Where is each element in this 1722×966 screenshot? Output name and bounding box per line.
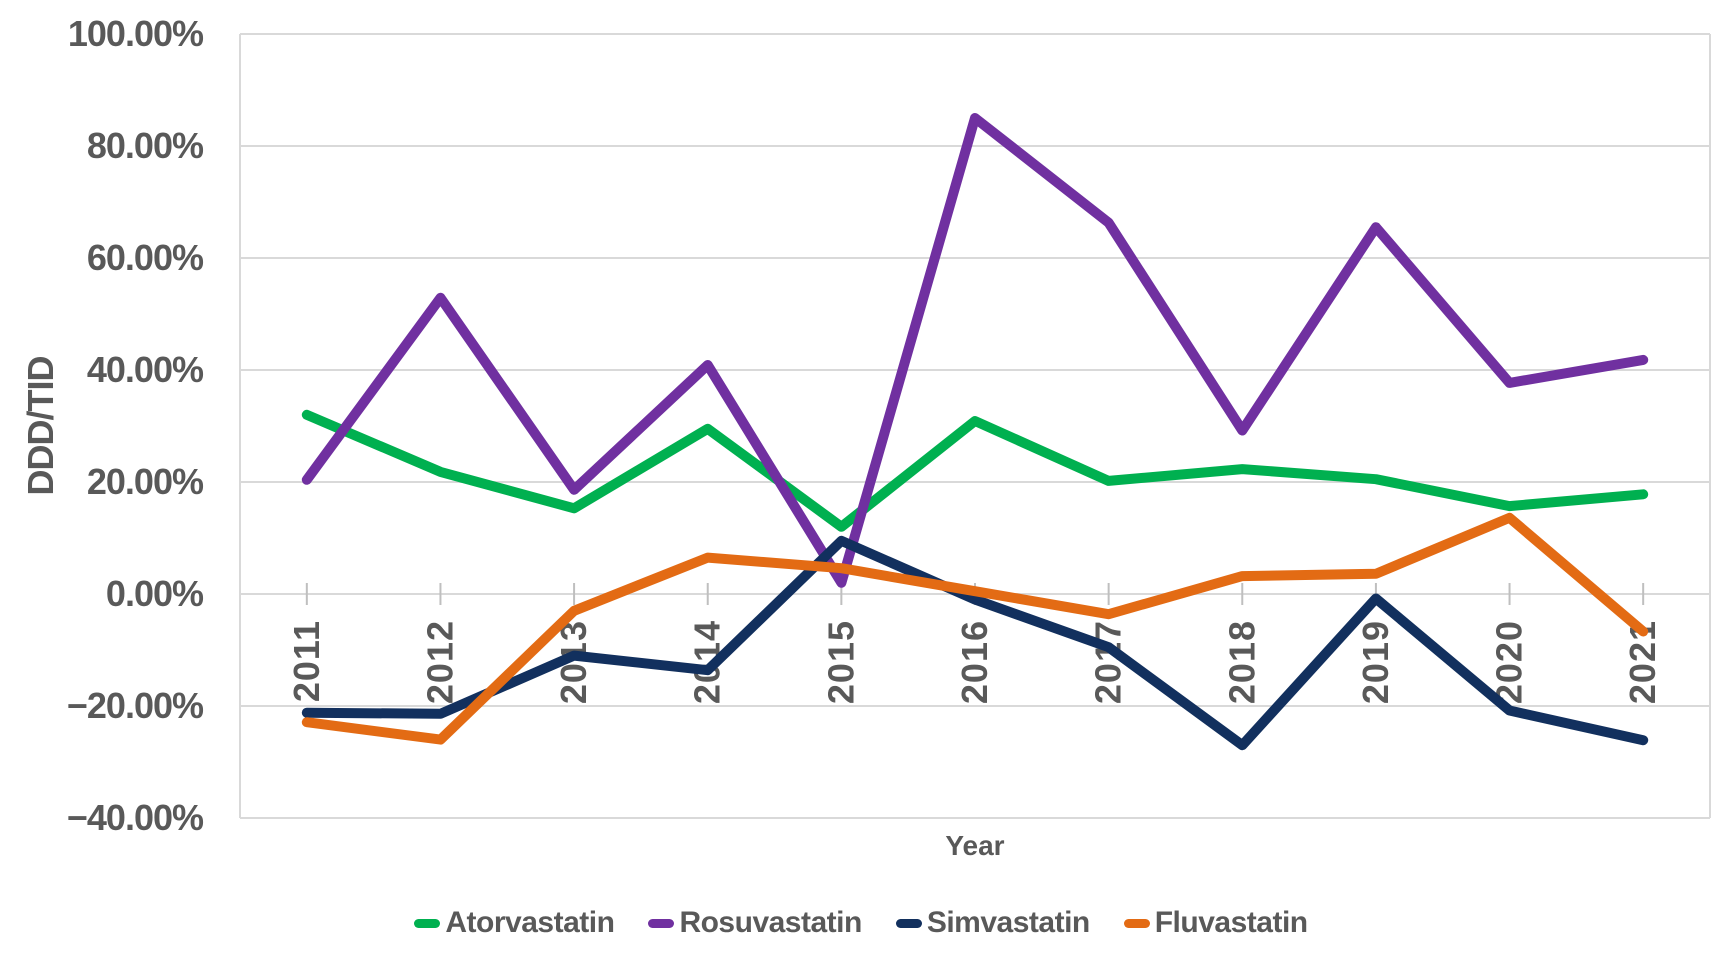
legend-item-fluvastatin: Fluvastatin <box>1123 906 1308 940</box>
legend-label-simvastatin: Simvastatin <box>926 906 1090 939</box>
legend-marker-simvastatin-icon <box>895 918 922 928</box>
y-axis-tick-label: 0.00% <box>106 573 204 614</box>
y-axis-tick-label: 60.00% <box>87 237 204 278</box>
y-axis-tick-label: 40.00% <box>87 349 204 390</box>
series-line-fluvastatin <box>301 512 1649 745</box>
y-axis-tick-label: −20.00% <box>67 685 204 726</box>
chart-legend: Atorvastatin Rosuvastatin Simvastatin Fl… <box>0 906 1722 940</box>
y-axis-tick-label: −40.00% <box>67 797 204 838</box>
series-line-atorvastatin <box>301 409 1649 532</box>
x-axis-tick-label: 2015 <box>820 620 861 704</box>
x-axis-tick-label: 2018 <box>1221 620 1262 704</box>
x-axis-tick-label: 2020 <box>1489 620 1530 704</box>
legend-item-rosuvastatin: Rosuvastatin <box>648 906 862 940</box>
legend-item-simvastatin: Simvastatin <box>895 906 1090 940</box>
legend-marker-atorvastatin-icon <box>414 918 441 928</box>
x-axis-tick-label: 2019 <box>1355 620 1396 704</box>
y-axis-tick-label: 100.00% <box>68 13 204 54</box>
x-axis-tick-label: 2012 <box>419 620 460 704</box>
x-axis-title: Year <box>945 830 1005 861</box>
legend-label-rosuvastatin: Rosuvastatin <box>679 906 862 939</box>
legend-label-atorvastatin: Atorvastatin <box>445 906 615 939</box>
y-axis-tick-label: 20.00% <box>87 461 204 502</box>
series-line-simvastatin <box>301 535 1649 751</box>
legend-item-atorvastatin: Atorvastatin <box>414 906 615 940</box>
legend-label-fluvastatin: Fluvastatin <box>1154 906 1308 939</box>
series-line-rosuvastatin <box>301 113 1649 588</box>
y-axis-tick-label: 80.00% <box>87 125 204 166</box>
legend-marker-rosuvastatin-icon <box>648 918 675 928</box>
x-axis-tick-label: 2016 <box>954 620 995 704</box>
legend-marker-fluvastatin-icon <box>1123 918 1150 928</box>
y-axis-title: DDD/TID <box>20 356 61 496</box>
x-axis-tick-label: 2011 <box>286 620 327 702</box>
